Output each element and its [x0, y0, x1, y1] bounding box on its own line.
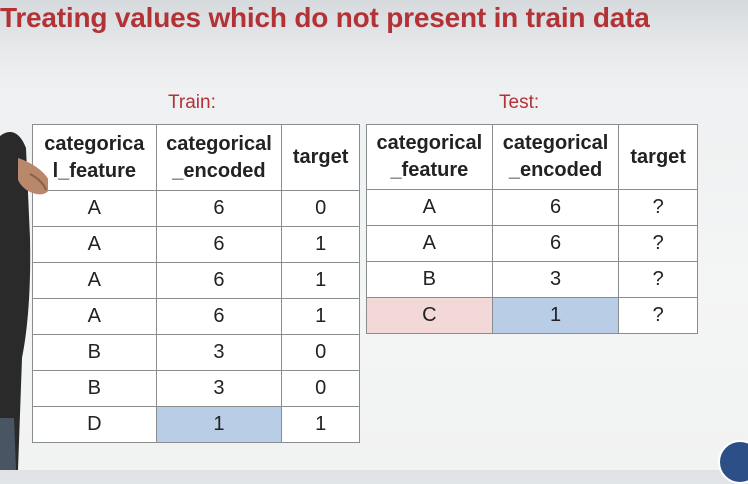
test-header-categorical-encoded: categorical _encoded	[491, 124, 620, 190]
train-header-row: categorica l_feature categorical _encode…	[32, 124, 360, 191]
table-row: A 6 ?	[366, 189, 698, 226]
test-cell-feature: A	[366, 189, 493, 226]
train-header-target: target	[281, 124, 360, 191]
train-cell-encoded-highlighted: 1	[155, 406, 283, 443]
train-header-categorical-feature: categorica l_feature	[32, 124, 157, 191]
train-cell-encoded: 6	[155, 262, 283, 299]
table-row: A 6 1	[32, 226, 360, 263]
train-cell-target: 0	[281, 190, 360, 227]
train-cell-feature: D	[32, 406, 157, 443]
slide-title: Treating values which do not present in …	[0, 2, 650, 33]
table-row: A 6 1	[32, 262, 360, 299]
test-cell-encoded: 6	[491, 225, 620, 262]
test-cell-feature: B	[366, 261, 493, 298]
test-header-categorical-encoded-line2: _encoded	[508, 159, 603, 181]
train-table: categorica l_feature categorical _encode…	[32, 124, 360, 443]
test-cell-target: ?	[618, 297, 698, 334]
test-cell-target: ?	[618, 225, 698, 262]
test-cell-encoded: 3	[491, 261, 620, 298]
train-cell-encoded: 6	[155, 190, 283, 227]
train-cell-encoded: 3	[155, 334, 283, 371]
train-header-categorical-encoded-line2: _encoded	[172, 159, 266, 182]
train-header-categorical-feature-line2: l_feature	[52, 159, 136, 182]
test-label: Test:	[499, 92, 540, 113]
table-row: A 6 ?	[366, 225, 698, 262]
logo-badge	[718, 440, 748, 484]
train-label: Train:	[168, 92, 216, 113]
train-cell-target: 1	[281, 406, 360, 443]
test-cell-target: ?	[618, 189, 698, 226]
test-header-row: categorical _feature categorical _encode…	[366, 124, 698, 190]
test-header-target: target	[618, 124, 698, 190]
train-header-categorical-encoded: categorical _encoded	[155, 124, 283, 191]
table-row: B 3 0	[32, 370, 360, 407]
test-header-categorical-encoded-line1: categorical	[502, 132, 609, 154]
test-header-categorical-feature-line1: categorical	[376, 132, 483, 154]
train-cell-encoded: 3	[155, 370, 283, 407]
table-row: B 3 0	[32, 334, 360, 371]
test-header-categorical-feature-line2: _feature	[390, 159, 469, 181]
train-cell-feature: B	[32, 334, 157, 371]
train-cell-target: 0	[281, 370, 360, 407]
train-cell-encoded: 6	[155, 226, 283, 263]
table-row: A 6 0	[32, 190, 360, 227]
train-cell-encoded: 6	[155, 298, 283, 335]
train-cell-feature: A	[32, 190, 157, 227]
table-row: C 1 ?	[366, 297, 698, 334]
test-cell-target: ?	[618, 261, 698, 298]
table-row: D 1 1	[32, 406, 360, 443]
test-cell-feature: A	[366, 225, 493, 262]
table-row: B 3 ?	[366, 261, 698, 298]
background-strip	[0, 0, 748, 70]
train-cell-feature: A	[32, 262, 157, 299]
train-cell-feature: B	[32, 370, 157, 407]
train-header-categorical-feature-line1: categorica	[44, 132, 145, 155]
train-cell-target: 1	[281, 226, 360, 263]
test-cell-encoded-highlighted: 1	[491, 297, 620, 334]
train-cell-feature: A	[32, 226, 157, 263]
train-cell-feature: A	[32, 298, 157, 335]
train-cell-target: 1	[281, 262, 360, 299]
table-row: A 6 1	[32, 298, 360, 335]
test-header-categorical-feature: categorical _feature	[366, 124, 493, 190]
train-cell-target: 1	[281, 298, 360, 335]
train-header-categorical-encoded-line1: categorical	[166, 132, 272, 155]
test-table: categorical _feature categorical _encode…	[366, 124, 698, 334]
test-cell-encoded: 6	[491, 189, 620, 226]
train-cell-target: 0	[281, 334, 360, 371]
test-cell-feature-new-category: C	[366, 297, 493, 334]
